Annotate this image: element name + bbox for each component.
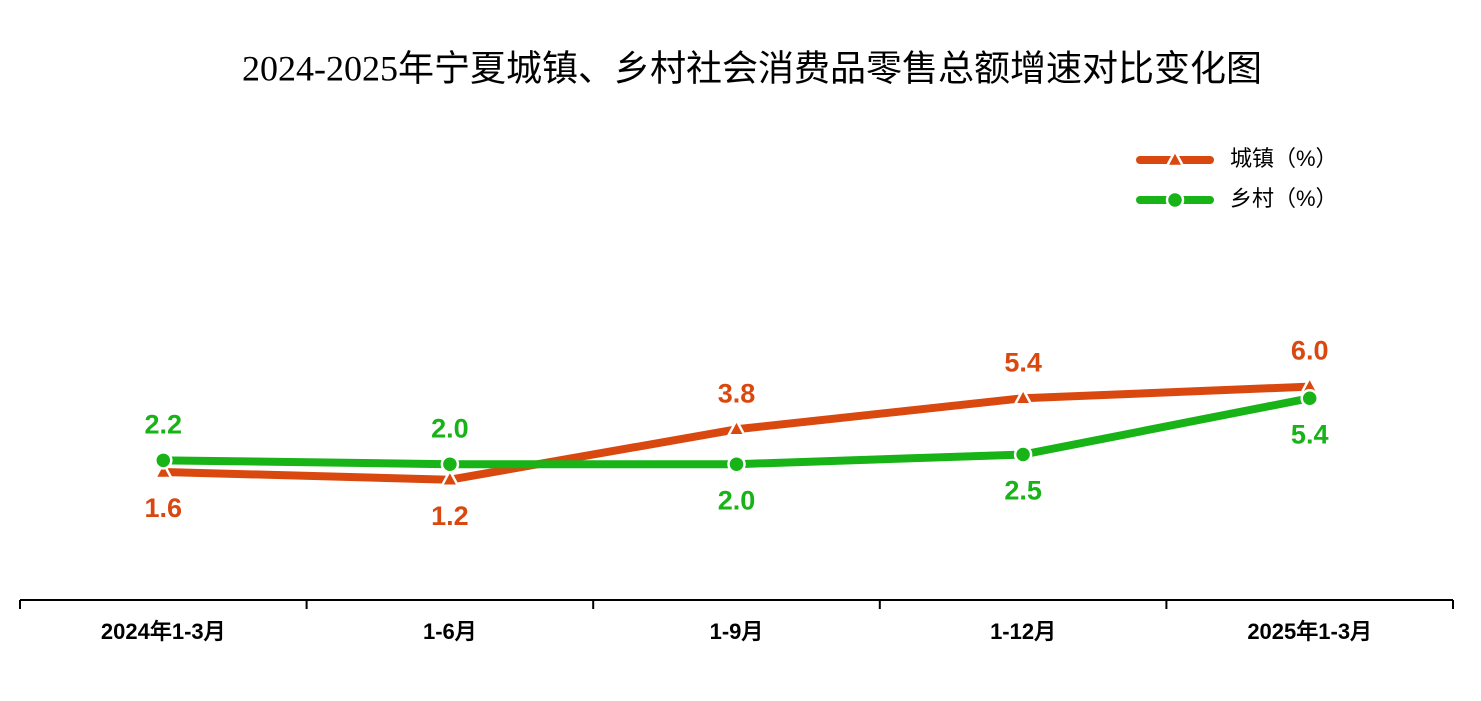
legend-marker [1165, 190, 1185, 210]
x-tick-label: 2024年1-3月 [101, 619, 226, 644]
x-tick-label: 1-12月 [990, 619, 1056, 644]
data-point [153, 460, 174, 480]
data-point [727, 454, 746, 474]
data-point [1013, 445, 1033, 464]
data-label: 2.5 [1004, 476, 1042, 506]
chart-title: 2024-2025年宁夏城镇、乡村社会消费品零售总额增速对比变化图 [242, 48, 1262, 88]
data-point [1300, 388, 1319, 408]
data-label: 1.2 [431, 501, 469, 531]
legend-label: 乡村（%） [1230, 186, 1338, 211]
legend-label: 城镇（%） [1230, 146, 1338, 171]
data-label: 2.0 [718, 485, 756, 515]
data-point [1013, 386, 1034, 406]
data-label: 5.4 [1291, 419, 1329, 449]
data-point [726, 417, 747, 437]
x-tick-label: 1-9月 [710, 619, 764, 644]
data-point [440, 454, 460, 474]
data-label: 3.8 [718, 378, 756, 408]
data-label: 2.0 [431, 413, 469, 443]
x-tick-label: 2025年1-3月 [1247, 619, 1372, 644]
data-point [154, 451, 173, 470]
x-tick-label: 1-6月 [423, 619, 477, 644]
data-label: 5.4 [1004, 347, 1042, 377]
data-point [439, 468, 460, 487]
data-label: 2.2 [145, 409, 183, 439]
data-label: 1.6 [145, 493, 183, 523]
legend-marker [1164, 148, 1186, 168]
data-label: 6.0 [1291, 336, 1329, 366]
